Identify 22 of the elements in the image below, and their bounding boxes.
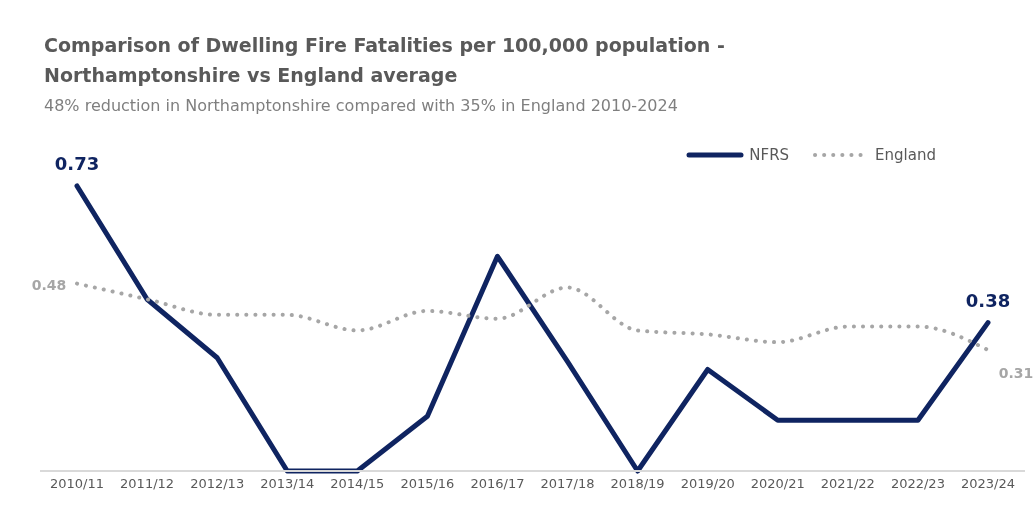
x-tick-label: 2021/22 xyxy=(820,476,875,492)
data-label: 0.48 xyxy=(31,276,67,293)
legend-label: NFRS xyxy=(749,146,790,164)
x-tick-label: 2018/19 xyxy=(610,476,665,492)
x-tick-label: 2014/15 xyxy=(330,476,385,492)
data-label: 0.31 xyxy=(998,364,1034,381)
data-label: 0.73 xyxy=(54,153,100,174)
x-tick-label: 2015/16 xyxy=(400,476,455,492)
x-tick-label: 2012/13 xyxy=(190,476,245,492)
x-tick-label: 2011/12 xyxy=(120,476,175,492)
x-tick-label: 2023/24 xyxy=(960,476,1016,492)
x-tick-label: 2019/20 xyxy=(680,476,735,492)
x-tick-label: 2013/14 xyxy=(260,476,315,492)
chart-title: Comparison of Dwelling Fire Fatalities per 100,000 population - Northamptonshire vs England average xyxy=(44,33,726,88)
x-tick-label: 2017/18 xyxy=(540,476,595,492)
x-tick-label: 2020/21 xyxy=(750,476,805,492)
x-tick-label: 2022/23 xyxy=(890,476,945,492)
x-tick-label: 2016/17 xyxy=(470,476,525,492)
data-label: 0.38 xyxy=(965,289,1011,311)
legend-label: England xyxy=(875,146,936,164)
chart-subtitle: 48% reduction in Northamptonshire compared with 35% in England 2010-2024 xyxy=(44,96,678,115)
x-tick-label: 2010/11 xyxy=(49,476,105,492)
